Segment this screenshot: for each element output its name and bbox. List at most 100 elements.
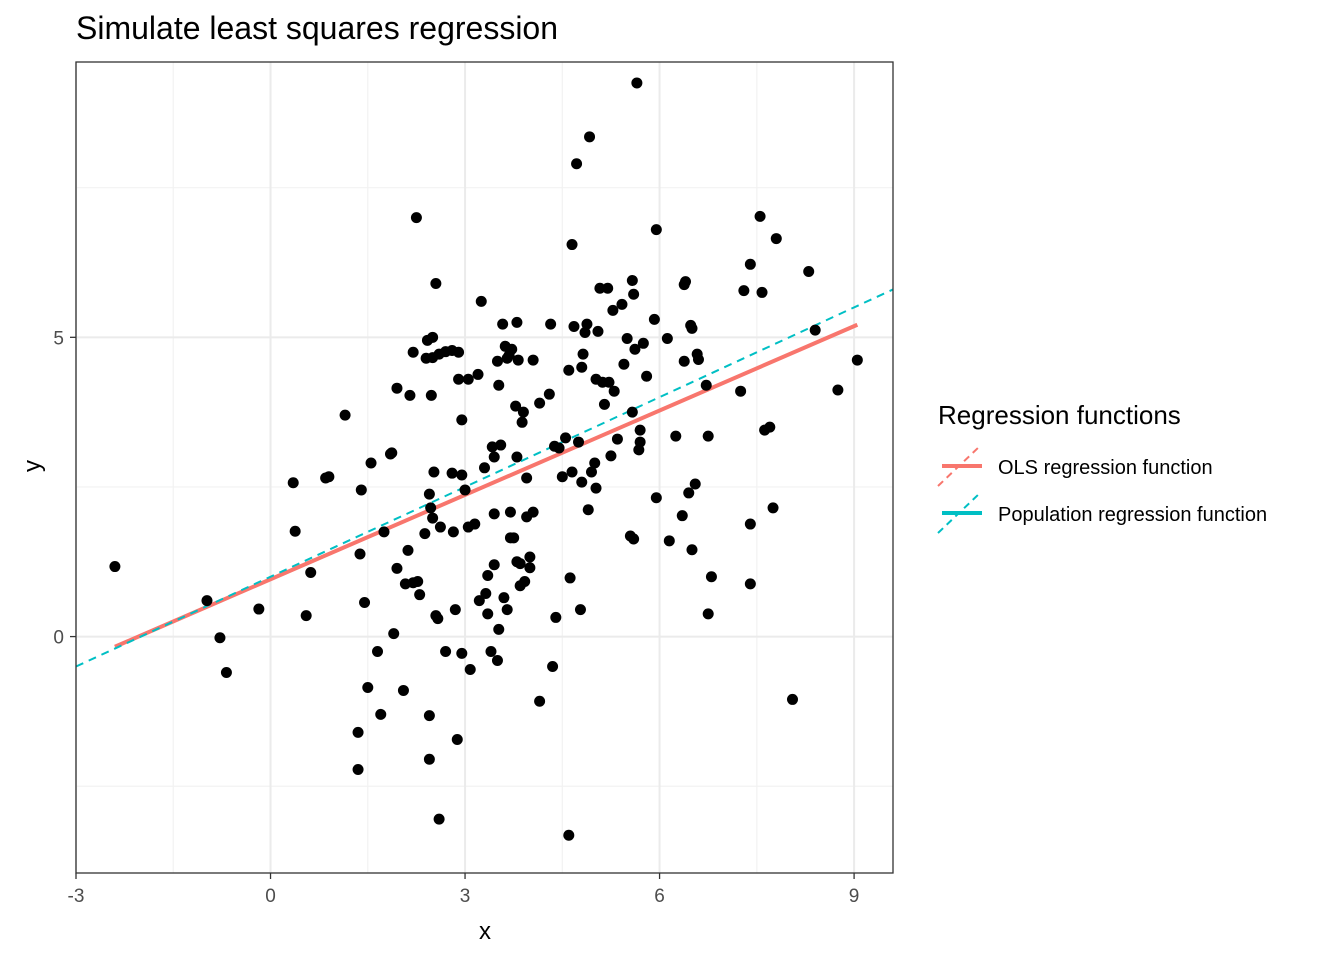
data-point xyxy=(702,430,714,442)
data-point xyxy=(560,432,572,444)
data-point xyxy=(488,508,500,520)
data-point xyxy=(451,734,463,746)
data-point xyxy=(305,567,317,579)
data-point xyxy=(423,488,435,500)
data-point xyxy=(493,623,505,635)
data-point xyxy=(566,466,578,478)
data-point xyxy=(456,469,468,481)
data-point xyxy=(459,484,471,496)
data-point xyxy=(563,829,575,841)
panel-border-rect xyxy=(75,61,894,874)
data-point xyxy=(289,525,301,537)
data-point xyxy=(447,526,459,538)
data-point xyxy=(534,695,546,707)
data-point xyxy=(770,233,782,245)
data-point xyxy=(744,518,756,530)
data-points xyxy=(109,77,863,841)
data-point xyxy=(504,506,516,518)
x-tick-label: 6 xyxy=(654,886,665,907)
data-point xyxy=(365,457,377,469)
legend: Regression functions OLS regression func… xyxy=(937,400,1267,534)
chart-title: Simulate least squares regression xyxy=(76,10,558,46)
ols-regression-line xyxy=(114,322,859,649)
data-point xyxy=(553,442,565,454)
y-axis-title: y xyxy=(19,460,46,472)
data-point xyxy=(527,506,539,518)
data-point xyxy=(851,354,863,366)
data-point xyxy=(414,589,426,601)
data-point xyxy=(253,603,265,615)
data-point xyxy=(214,632,226,644)
regression-lines xyxy=(75,288,894,668)
data-point xyxy=(375,708,387,720)
data-point xyxy=(589,457,601,469)
data-point xyxy=(543,388,555,400)
data-point xyxy=(527,354,539,366)
data-point xyxy=(634,424,646,436)
data-point xyxy=(485,646,497,658)
data-point xyxy=(423,710,435,722)
x-tick-label: 0 xyxy=(265,886,276,907)
data-point xyxy=(506,343,518,355)
data-point xyxy=(440,646,452,658)
data-point xyxy=(355,484,367,496)
data-point xyxy=(735,385,747,397)
data-point xyxy=(803,265,815,277)
data-point xyxy=(744,578,756,590)
data-point xyxy=(480,587,492,599)
data-point xyxy=(425,502,437,514)
data-point xyxy=(469,518,481,530)
data-point xyxy=(419,528,431,540)
data-point xyxy=(339,409,351,421)
data-point xyxy=(412,576,424,588)
x-tick-label: 3 xyxy=(460,886,471,907)
data-point xyxy=(678,355,690,367)
data-point xyxy=(501,604,513,616)
data-point xyxy=(352,763,364,775)
data-point xyxy=(497,318,509,330)
population-regression-line xyxy=(75,288,894,668)
data-point xyxy=(482,570,494,582)
data-point xyxy=(404,389,416,401)
data-point xyxy=(579,327,591,339)
data-point xyxy=(594,282,606,294)
data-point xyxy=(402,544,414,556)
data-point xyxy=(512,354,524,366)
data-point xyxy=(628,533,640,545)
data-point xyxy=(564,572,576,584)
x-tick-label: -3 xyxy=(68,886,85,907)
data-point xyxy=(456,647,468,659)
x-axis: -3 0 3 6 9 xyxy=(68,873,859,907)
data-point xyxy=(446,467,458,479)
data-point xyxy=(488,451,500,463)
data-point xyxy=(582,504,594,516)
data-point xyxy=(574,604,586,616)
data-point xyxy=(453,373,465,385)
legend-keys xyxy=(937,445,982,534)
data-point xyxy=(428,466,440,478)
data-point xyxy=(648,313,660,325)
data-point xyxy=(683,487,695,499)
panel-border xyxy=(75,61,894,874)
data-point xyxy=(756,286,768,298)
data-point xyxy=(738,285,750,297)
data-point xyxy=(456,414,468,426)
data-point xyxy=(576,476,588,488)
data-point xyxy=(433,813,445,825)
data-point xyxy=(689,478,701,490)
data-point xyxy=(692,353,704,365)
data-point xyxy=(686,322,698,334)
data-point xyxy=(475,295,487,307)
data-point xyxy=(511,316,523,328)
y-tick-label: 0 xyxy=(53,628,64,649)
data-point xyxy=(372,646,384,658)
legend-title: Regression functions xyxy=(938,400,1181,430)
data-point xyxy=(626,274,638,286)
data-point xyxy=(650,492,662,504)
data-point xyxy=(498,592,510,604)
data-point xyxy=(573,436,585,448)
data-point xyxy=(764,421,776,433)
data-point xyxy=(519,576,531,588)
data-point xyxy=(462,373,474,385)
